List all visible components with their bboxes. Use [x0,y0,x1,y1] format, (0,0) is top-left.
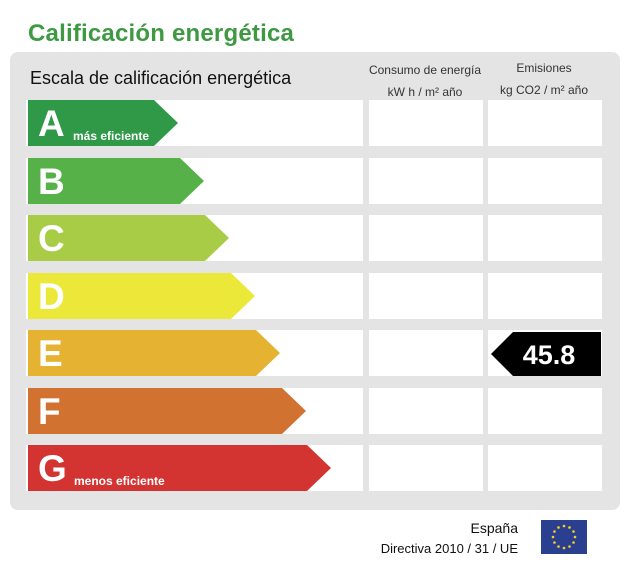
eu-star [562,546,566,550]
rating-arrow-g [28,445,331,491]
eu-star [553,541,556,544]
emissions-column-header: Emisiones kg CO2 / m² año [486,57,602,101]
consumption-cell-d [369,273,483,319]
emissions-cell-d [488,273,602,319]
eu-star [557,526,560,529]
emissions-cell-g [488,445,602,491]
consumption-column-header: Consumo de energía kW h / m² año [367,59,483,103]
emissions-value: 45.8 [522,340,576,370]
rating-letter-a: A [38,103,65,144]
consumption-cell-f [369,388,483,434]
eu-star [573,535,577,539]
emissions-header-line2: kg CO2 / m² año [499,83,589,97]
country-label: España [470,520,518,536]
eu-star [551,535,555,539]
emissions-cell-c [488,215,602,261]
eu-star [562,524,566,528]
rating-arrow-e [28,330,280,376]
eu-star [572,530,575,533]
emissions-value-arrow [491,332,601,376]
emissions-header-line1: Emisiones [516,61,572,75]
eu-flag-icon [541,520,587,554]
eu-star [572,541,575,544]
eu-star [568,545,571,548]
rating-arrow-f [28,388,306,434]
consumption-cell-a [369,100,483,146]
rating-letter-g: G [38,448,67,489]
eu-star [557,545,560,548]
rating-arrow-b [28,158,204,204]
eu-star [568,526,571,529]
rating-note-a: más eficiente [73,129,150,143]
emissions-cell-f [488,388,602,434]
scale-label: Escala de calificación energética [30,68,292,88]
consumption-cell-b [369,158,483,204]
rating-letter-c: C [38,218,65,259]
directive-label: Directiva 2010 / 31 / UE [380,541,518,556]
rating-letter-f: F [38,391,61,432]
rating-note-g: menos eficiente [74,474,165,488]
rating-letter-b: B [38,161,65,202]
emissions-cell-a [488,100,602,146]
rating-arrow-c [28,215,229,261]
emissions-cell-b [488,158,602,204]
rating-letter-e: E [38,333,63,374]
consumption-header-line2: kW h / m² año [387,85,463,99]
eu-star [553,530,556,533]
consumption-cell-e [369,330,483,376]
rating-arrow-a [28,100,178,146]
consumption-cell-g [369,445,483,491]
consumption-cell-c [369,215,483,261]
rating-arrow-d [28,273,255,319]
consumption-header-line1: Consumo de energía [368,63,482,77]
rating-letter-d: D [38,276,65,317]
page-title: Calificación energética [28,20,295,47]
